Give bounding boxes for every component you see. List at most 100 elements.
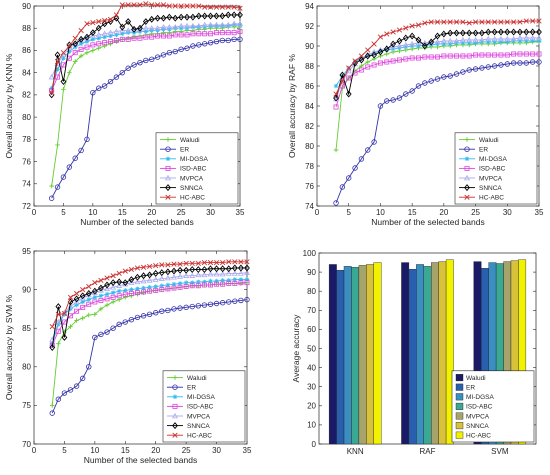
data-point [213,12,220,20]
data-point [207,259,214,266]
y-tick-label: 76 [22,157,31,166]
data-point [225,265,232,273]
data-point [147,284,152,290]
data-point [371,51,377,59]
data-point [383,45,390,53]
data-point [184,22,191,29]
data-point [226,259,232,265]
data-point [504,19,510,25]
data-point [49,341,55,346]
data-point [231,4,237,10]
legend-entry: ISD-ABC [167,404,214,411]
data-point [238,280,244,286]
data-point [159,287,165,293]
x-tick-label: 25 [471,208,480,217]
legend-entry: Waludi [455,374,486,382]
data-point [152,276,159,282]
data-point [143,1,149,7]
data-point [62,329,67,335]
data-point [453,37,460,44]
data-point [134,290,140,296]
data-point [61,55,66,61]
data-point [49,90,55,96]
data-point [68,306,73,312]
data-point [90,37,96,42]
data-point [140,277,147,284]
data-point [396,57,402,63]
data-point [460,53,466,59]
y-tick-label: 76 [305,182,314,191]
data-point [143,34,149,40]
data-point [74,308,80,314]
data-point [89,32,96,39]
y-tick-label: 75 [22,401,31,410]
legend-swatch [455,422,464,430]
legend-marker [165,165,171,171]
data-point [183,280,189,285]
data-point [101,30,108,37]
data-point [153,263,159,269]
data-point [390,58,396,64]
data-point [189,22,196,29]
legend-entry: MI-DGSA [160,156,208,163]
data-point [104,291,110,297]
data-point [472,36,479,43]
data-point [95,24,102,32]
data-point [422,80,428,86]
data-point [202,31,208,37]
data-point [189,303,195,310]
y-axis-label: Overall accuracy by SVM % [4,294,14,400]
legend-label: MI-DGSA [466,394,494,401]
legend-entry: ISD-ABC [459,166,506,173]
legend-label: Waludi [479,137,499,144]
data-point [371,41,377,47]
data-point [498,39,504,45]
data-point [67,49,72,54]
data-point [225,4,231,10]
data-point [189,280,195,285]
data-point [122,288,128,293]
y-tick-label: 84 [305,102,314,111]
data-point [510,35,517,42]
data-point [359,55,364,61]
data-point [208,31,214,37]
y-tick-label: 88 [22,24,31,33]
data-point [237,20,243,27]
data-point [67,70,72,75]
legend-label: SNNCA [466,423,489,430]
x-tick-label: 35 [236,208,245,217]
data-point [219,21,226,28]
data-point [453,29,460,37]
data-point [207,21,214,28]
data-point [164,274,171,281]
data-point [202,279,207,285]
legend-marker [464,174,470,181]
data-point [396,27,403,33]
y-tick-label: 82 [305,122,314,131]
data-point [346,65,352,71]
legend-entry: SNNCA [455,422,489,430]
data-point [149,2,155,8]
data-point [55,318,62,325]
data-point [122,295,128,300]
data-point [86,283,92,290]
data-point [536,28,542,36]
data-point [72,59,78,64]
data-point [178,32,184,38]
legend-entry: HC-ABC [459,195,504,202]
data-point [147,288,153,294]
data-point [333,147,339,153]
data-point [98,284,104,292]
data-point [472,19,479,25]
legend-marker [172,422,178,430]
x-axis-label: Number of the selected bands [80,217,193,227]
series-hc-abc [373,259,527,445]
legend-label: ER [180,147,189,154]
data-point [530,38,535,44]
legend-label: HC-ABC [466,433,491,440]
legend-entry: SNNCA [160,184,203,192]
data-point [137,2,143,8]
data-point [238,277,244,282]
data-point [54,51,61,59]
data-point [183,260,189,266]
